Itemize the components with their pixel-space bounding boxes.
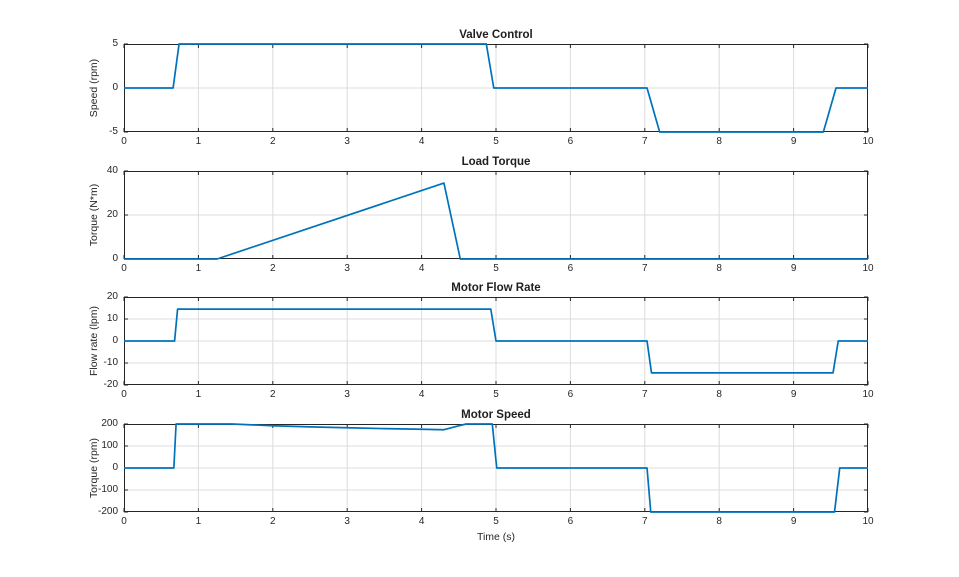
plot-title-valve-control: Valve Control (459, 29, 533, 41)
x-tick-label: 10 (862, 136, 874, 147)
x-tick-label: 4 (418, 516, 425, 527)
x-tick-label: 5 (493, 516, 499, 527)
y-tick-label: 20 (106, 209, 118, 220)
x-tick-label: 9 (790, 136, 797, 147)
x-tick-label: 4 (418, 389, 425, 400)
y-tick-label: 10 (106, 313, 118, 324)
x-tick-label: 0 (121, 389, 127, 400)
x-tick-label: 0 (121, 516, 127, 527)
y-tick-label: 20 (106, 291, 118, 302)
signal-line (124, 43, 868, 133)
x-tick-label: 7 (642, 136, 648, 147)
x-tick-label: 0 (121, 263, 127, 274)
signal-line (124, 308, 868, 374)
x-axis-label: Time (s) (476, 531, 516, 543)
plot-area-valve-control (123, 43, 869, 133)
x-tick-label: 8 (716, 136, 722, 147)
x-tick-label: 7 (642, 389, 648, 400)
x-tick-label: 7 (642, 516, 648, 527)
x-tick-label: 8 (716, 516, 722, 527)
x-tick-label: 2 (270, 516, 276, 527)
x-tick-label: 10 (862, 516, 874, 527)
x-tick-label: 6 (567, 136, 574, 147)
x-tick-label: 2 (270, 263, 276, 274)
y-tick-label: 40 (106, 165, 118, 176)
plot-title-load-torque: Load Torque (461, 156, 531, 168)
signal-line (124, 182, 868, 260)
y-tick-label: -5 (109, 126, 118, 137)
x-tick-label: 4 (418, 136, 425, 147)
plot-area-motor-speed (123, 423, 869, 513)
x-tick-label: 5 (493, 136, 499, 147)
y-tick-label: -100 (97, 484, 118, 495)
x-tick-label: 6 (567, 263, 574, 274)
x-tick-label: 9 (790, 263, 797, 274)
y-tick-label: 0 (112, 462, 118, 473)
x-tick-label: 2 (270, 389, 276, 400)
x-tick-label: 5 (493, 389, 499, 400)
x-tick-label: 1 (195, 516, 202, 527)
x-tick-label: 6 (567, 389, 574, 400)
y-tick-label: 100 (101, 440, 118, 451)
y-tick-label: 5 (112, 38, 118, 49)
plot-area-motor-flow-rate (123, 296, 869, 386)
x-tick-label: 1 (195, 136, 202, 147)
x-tick-label: 0 (121, 136, 127, 147)
x-tick-label: 8 (716, 389, 722, 400)
signal-line (124, 423, 868, 513)
x-tick-label: 1 (195, 263, 202, 274)
x-tick-label: 9 (790, 389, 797, 400)
x-tick-label: 3 (344, 389, 350, 400)
x-tick-label: 2 (270, 136, 276, 147)
x-tick-label: 10 (862, 389, 874, 400)
x-tick-label: 3 (344, 516, 350, 527)
x-tick-label: 7 (642, 263, 648, 274)
x-tick-label: 3 (344, 136, 350, 147)
x-tick-label: 10 (862, 263, 874, 274)
x-tick-label: 9 (790, 516, 797, 527)
x-tick-label: 8 (716, 263, 722, 274)
y-tick-label: 0 (112, 82, 118, 93)
x-tick-label: 1 (195, 389, 202, 400)
y-tick-label: 200 (101, 418, 118, 429)
x-tick-label: 6 (567, 516, 574, 527)
x-tick-label: 5 (493, 263, 499, 274)
y-tick-label: -10 (103, 357, 118, 368)
x-tick-label: 4 (418, 263, 425, 274)
y-tick-label: -200 (97, 506, 118, 517)
y-tick-label: 0 (112, 253, 118, 264)
plot-area-load-torque (123, 170, 869, 260)
plot-title-motor-flow-rate: Motor Flow Rate (451, 282, 541, 294)
x-tick-label: 3 (344, 263, 350, 274)
y-tick-label: -20 (103, 379, 118, 390)
plot-title-motor-speed: Motor Speed (461, 409, 531, 421)
y-tick-label: 0 (112, 335, 118, 346)
